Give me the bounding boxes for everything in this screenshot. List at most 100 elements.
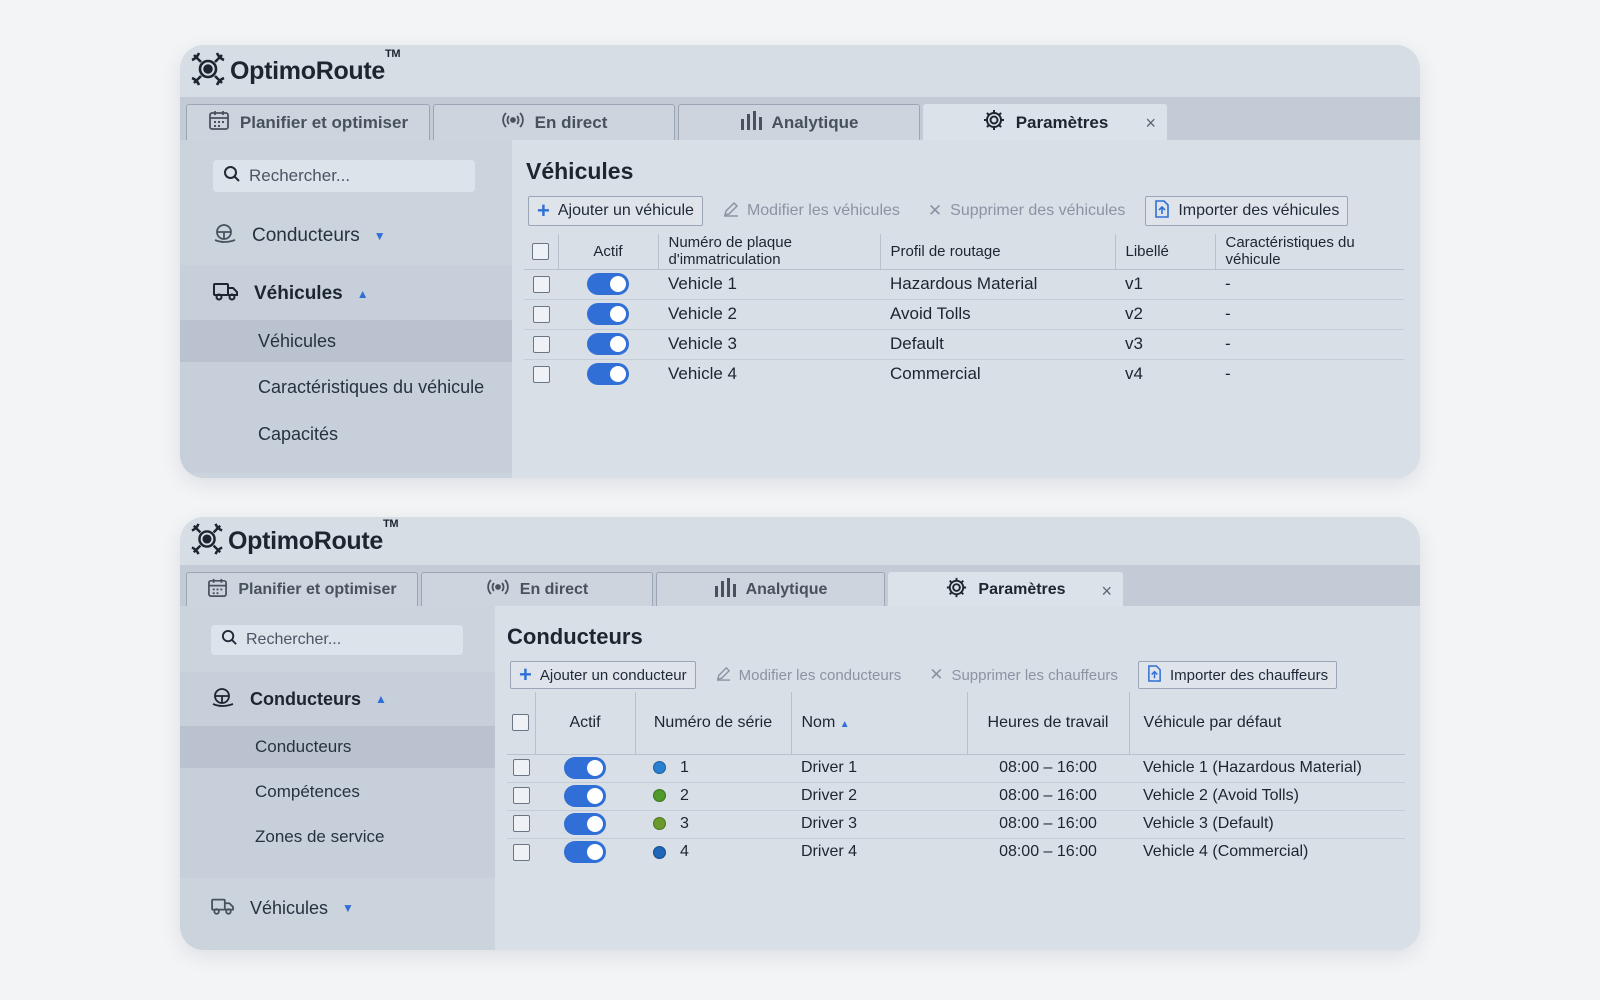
row-checkbox[interactable]: [532, 306, 550, 324]
serial-cell: 1: [635, 753, 791, 782]
name-cell: Driver 2: [791, 781, 967, 810]
working-hours-cell: 08:00 – 16:00: [967, 837, 1129, 866]
brand-name: OptimoRouteTM: [228, 517, 399, 555]
select-all-checkbox[interactable]: [512, 714, 530, 732]
table-row[interactable]: 4 Driver 4 08:00 – 16:00 Vehicle 4 (Commerc…: [507, 837, 1405, 866]
sidebar-item-drivers[interactable]: Conducteurs ▲: [180, 682, 495, 716]
row-checkbox-cell: [507, 781, 535, 810]
sidebar-subitem-capacities[interactable]: Capacités: [258, 423, 339, 444]
row-checkbox-cell: [524, 358, 558, 389]
row-checkbox[interactable]: [532, 366, 550, 384]
table-row[interactable]: Vehicle 3 Default v3-: [524, 328, 1404, 359]
chevron-up-icon: ▲: [356, 287, 369, 301]
table-row[interactable]: 1 Driver 1 08:00 – 16:00 Vehicle 1 (Hazardo…: [507, 753, 1405, 782]
tab-bar: Planifier et optimiser En direct Analyti…: [180, 97, 1420, 140]
row-checkbox[interactable]: [512, 815, 530, 833]
active-toggle[interactable]: [564, 813, 606, 835]
tab-settings[interactable]: Paramètres ×: [888, 572, 1123, 606]
active-toggle[interactable]: [587, 273, 629, 295]
calendar-icon: [208, 109, 230, 136]
tab-settings[interactable]: Paramètres ×: [923, 104, 1167, 140]
features-cell: -: [1215, 298, 1404, 329]
active-toggle[interactable]: [587, 333, 629, 355]
sidebar-item-vehicles[interactable]: Véhicules ▼: [180, 891, 495, 925]
sidebar-subitem-vehicles[interactable]: Véhicules: [180, 320, 512, 362]
plate-cell: Vehicle 4: [658, 358, 880, 389]
active-toggle[interactable]: [564, 785, 606, 807]
add-driver-button[interactable]: + Ajouter un conducteur: [510, 661, 696, 689]
row-checkbox-cell: [524, 328, 558, 359]
column-header-default-vehicle[interactable]: Véhicule par défaut: [1129, 692, 1405, 755]
brand-logo[interactable]: OptimoRouteTM: [190, 517, 399, 561]
plus-icon: +: [519, 662, 532, 687]
delete-vehicles-button[interactable]: ✕ Supprimer des véhicules: [927, 201, 1126, 220]
close-tab-icon[interactable]: ×: [1145, 113, 1156, 133]
brand-name: OptimoRouteTM: [230, 47, 401, 85]
add-vehicle-button[interactable]: + Ajouter un véhicule: [528, 196, 703, 226]
table-row[interactable]: Vehicle 4 Commercial v4-: [524, 358, 1404, 389]
optimoroute-logo-icon: [190, 522, 224, 561]
search-input[interactable]: Rechercher...: [213, 160, 475, 192]
edit-drivers-button[interactable]: Modifier les conducteurs: [708, 661, 910, 689]
default-vehicle-cell: Vehicle 1 (Hazardous Material): [1129, 753, 1405, 782]
tab-plan-optimize[interactable]: Planifier et optimiser: [186, 572, 418, 606]
row-checkbox[interactable]: [532, 336, 550, 354]
tab-analytics[interactable]: Analytique: [656, 572, 885, 606]
column-header-label[interactable]: Libellé: [1115, 234, 1216, 270]
sidebar-subitem-drivers[interactable]: Conducteurs: [180, 726, 495, 768]
tab-analytics[interactable]: Analytique: [678, 104, 920, 140]
row-checkbox[interactable]: [512, 843, 530, 861]
driver-icon: [212, 222, 238, 250]
sidebar-item-vehicles[interactable]: Véhicules ▲: [180, 276, 512, 312]
pencil-icon: [716, 666, 731, 685]
row-checkbox-cell: [524, 268, 558, 299]
tab-live[interactable]: En direct: [433, 104, 675, 140]
column-header-routing-profile[interactable]: Profil de routage: [880, 234, 1116, 270]
truck-icon: [210, 896, 236, 921]
plus-icon: +: [537, 198, 550, 223]
sidebar-subitem-service-zones[interactable]: Zones de service: [255, 827, 385, 846]
truck-icon: [212, 280, 240, 308]
active-toggle[interactable]: [564, 757, 606, 779]
table-row[interactable]: Vehicle 1 Hazardous Material v1-: [524, 268, 1404, 299]
column-header-working-hours[interactable]: Heures de travail: [967, 692, 1130, 755]
row-checkbox[interactable]: [512, 759, 530, 777]
column-header-active[interactable]: Actif: [558, 234, 659, 270]
brand-logo[interactable]: OptimoRouteTM: [190, 47, 401, 92]
row-checkbox[interactable]: [532, 276, 550, 294]
active-toggle[interactable]: [587, 303, 629, 325]
delete-drivers-button[interactable]: ✕ Supprimer les chauffeurs: [929, 665, 1118, 684]
table-row[interactable]: 3 Driver 3 08:00 – 16:00 Vehicle 3 (Default…: [507, 809, 1405, 838]
label-cell: v4: [1115, 358, 1215, 389]
active-toggle[interactable]: [587, 363, 629, 386]
sidebar-item-drivers[interactable]: Conducteurs ▼: [180, 218, 512, 254]
search-input[interactable]: Rechercher...: [211, 625, 463, 655]
optimoroute-logo-icon: [190, 51, 226, 92]
active-cell: [535, 809, 635, 838]
column-header-features[interactable]: Caractéristiques du véhicule: [1215, 234, 1404, 270]
import-drivers-button[interactable]: Importer des chauffeurs: [1137, 661, 1338, 689]
select-all-checkbox[interactable]: [532, 243, 550, 261]
label-cell: v3: [1115, 328, 1215, 359]
table-row[interactable]: 2 Driver 2 08:00 – 16:00 Vehicle 2 (Avoid T…: [507, 781, 1405, 810]
routing-profile-cell: Default: [880, 328, 1115, 359]
row-checkbox-cell: [524, 298, 558, 329]
tab-live[interactable]: En direct: [421, 572, 653, 606]
column-header-plate[interactable]: Numéro de plaque d'immatriculation: [658, 234, 881, 270]
sidebar-subitem-vehicle-features[interactable]: Caractéristiques du véhicule: [258, 376, 485, 397]
column-header-name[interactable]: Nom ▲: [791, 692, 968, 755]
vehicles-settings-window: OptimoRouteTM Planifier et optimiser En …: [180, 45, 1420, 478]
chevron-down-icon: ▼: [373, 229, 386, 243]
column-header-active[interactable]: Actif: [535, 692, 636, 755]
row-checkbox[interactable]: [512, 787, 530, 805]
sidebar-subitem-skills[interactable]: Compétences: [255, 782, 360, 801]
edit-vehicles-button[interactable]: Modifier les véhicules: [715, 196, 908, 226]
column-header-serial[interactable]: Numéro de série: [635, 692, 792, 755]
import-vehicles-button[interactable]: Importer des véhicules: [1145, 196, 1349, 226]
active-toggle[interactable]: [564, 841, 606, 864]
table-row[interactable]: Vehicle 2 Avoid Tolls v2-: [524, 298, 1404, 329]
close-tab-icon[interactable]: ×: [1101, 581, 1112, 601]
name-cell: Driver 3: [791, 809, 967, 838]
tab-plan-optimize[interactable]: Planifier et optimiser: [186, 104, 430, 140]
page-title: Conducteurs: [507, 624, 643, 649]
